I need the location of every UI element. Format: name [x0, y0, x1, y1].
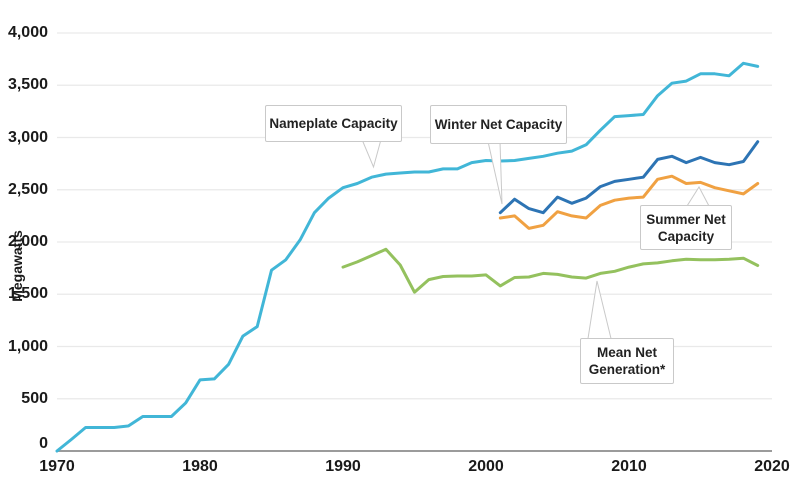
winter-pointer [487, 141, 503, 205]
mean-line [341, 247, 760, 294]
y-tick-label: 500 [21, 389, 48, 407]
x-tick-label: 1980 [182, 458, 218, 475]
nameplate-line [55, 61, 760, 453]
x-tick-label: 1970 [39, 458, 75, 475]
callout-winter-net-capacity: Winter Net Capacity [430, 105, 567, 144]
y-tick-label: 1,000 [7, 337, 48, 355]
y-tick-label: 3,500 [7, 76, 48, 94]
callout-mean-net-generation: Mean Net Generation* [580, 338, 674, 384]
x-tick-label: 2020 [754, 458, 790, 475]
x-tick-label: 2010 [611, 458, 647, 475]
y-tick-label: 0 [39, 435, 48, 452]
callout-nameplate-capacity: Nameplate Capacity [265, 105, 402, 142]
x-tick-label: 1990 [325, 458, 361, 475]
y-tick-label: 1,500 [7, 285, 48, 303]
x-tick-label: 2000 [468, 458, 504, 475]
summer-line [498, 174, 760, 230]
y-tick-label: 3,000 [7, 128, 48, 146]
y-tick-label: 2,000 [7, 233, 48, 250]
nameplate-pointer [361, 139, 382, 169]
y-tick-label: 2,500 [7, 180, 48, 198]
y-tick-label: 4,000 [7, 24, 48, 41]
winter-line [498, 140, 760, 215]
mean-pointer [587, 280, 612, 339]
callout-summer-net-capacity: Summer Net Capacity [640, 205, 732, 250]
